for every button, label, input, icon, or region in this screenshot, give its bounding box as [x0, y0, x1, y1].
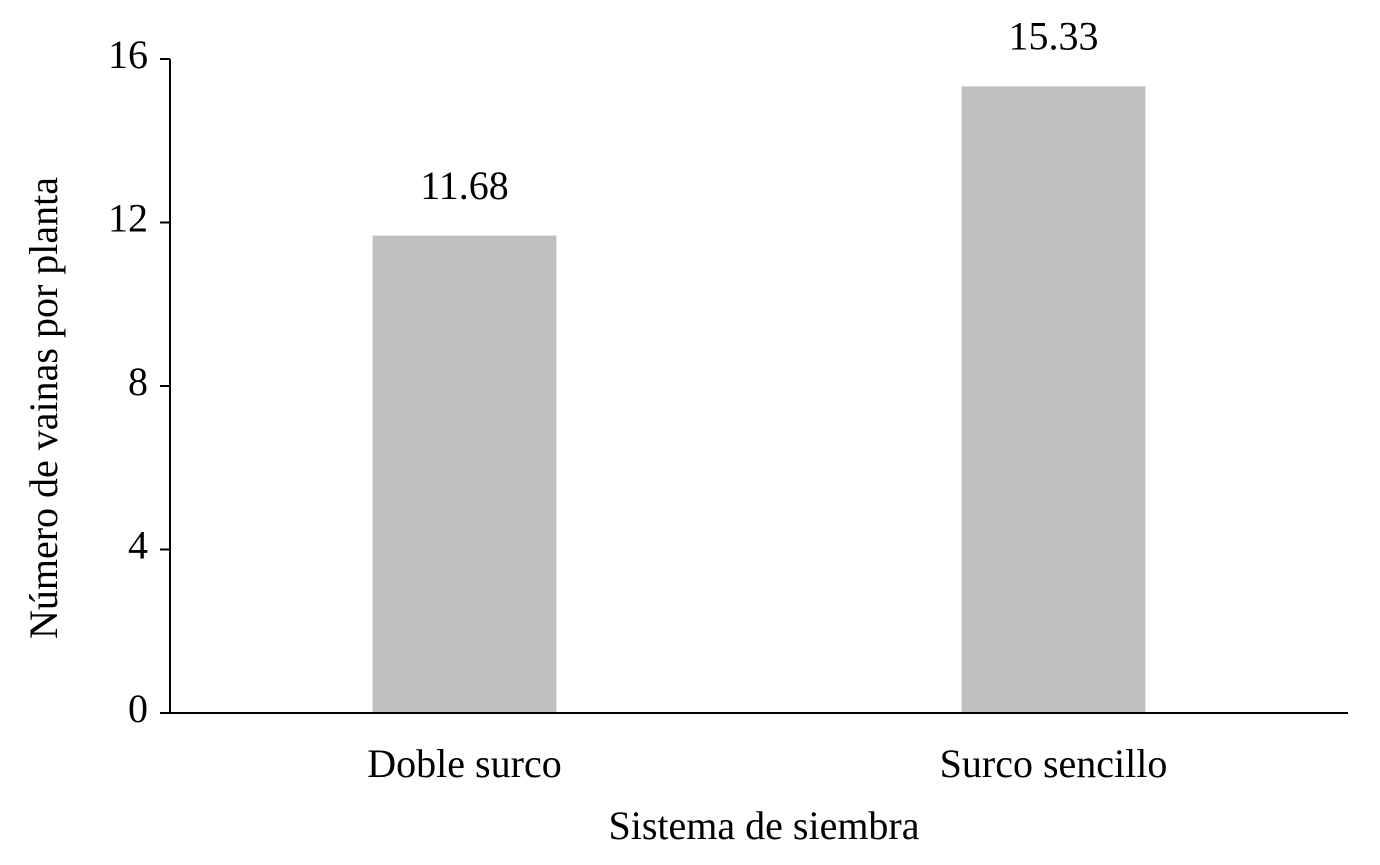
y-tick-label: 4 [128, 523, 148, 568]
x-tick-label: Doble surco [367, 741, 561, 786]
bar [961, 86, 1146, 714]
x-tick-label: Surco sencillo [940, 741, 1168, 786]
y-tick-label: 12 [108, 196, 148, 241]
bar [372, 235, 557, 713]
y-axis-label: Número de vainas por planta [21, 177, 66, 639]
y-tick-label: 8 [128, 359, 148, 404]
value-label: 11.68 [420, 163, 509, 208]
y-tick-label: 0 [128, 686, 148, 731]
x-axis-label: Sistema de siembra [608, 803, 919, 848]
y-tick-label: 16 [108, 32, 148, 77]
value-label: 15.33 [1009, 14, 1099, 59]
